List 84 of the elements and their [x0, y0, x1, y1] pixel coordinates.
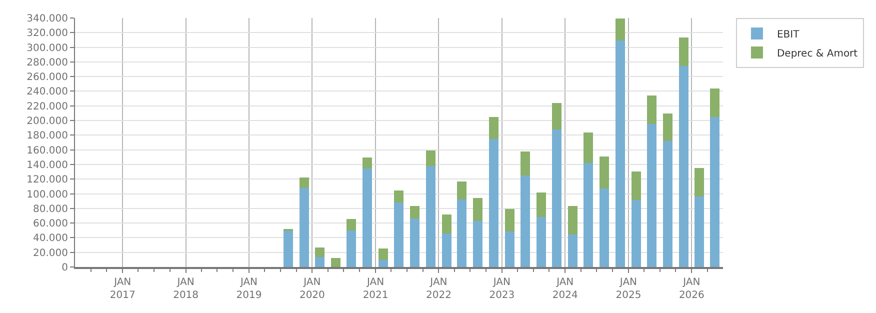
bar — [710, 88, 720, 118]
y-tick-label: 100.000 — [26, 189, 68, 200]
x-tick-label: JAN 2019 — [236, 276, 262, 301]
y-tick-label: 340.000 — [26, 14, 68, 24]
y-tick-label: 120.000 — [26, 174, 68, 186]
bar — [299, 177, 309, 188]
bar — [410, 206, 420, 218]
bar — [473, 220, 483, 267]
bar — [600, 156, 610, 189]
bar — [473, 198, 483, 221]
x-tick-label: JAN 2018 — [173, 276, 199, 301]
bar — [536, 217, 546, 267]
bar — [442, 233, 452, 267]
bar — [346, 219, 356, 230]
bar — [568, 206, 578, 234]
bar — [694, 196, 704, 267]
y-tick-label: 0 — [62, 262, 68, 274]
bar — [315, 257, 325, 267]
bar — [330, 258, 340, 267]
x-tick-label: JAN 2025 — [616, 276, 642, 301]
bar — [394, 190, 404, 203]
y-tick-label: 180.000 — [26, 130, 68, 142]
y-tick-label: 280.000 — [26, 57, 68, 68]
bar — [678, 66, 688, 267]
bar — [489, 117, 499, 140]
y-tick-label: 320.000 — [26, 28, 68, 40]
bar — [552, 130, 562, 267]
x-tick-label: JAN 2020 — [299, 276, 325, 301]
bar — [600, 188, 610, 267]
legend-label: Deprec & Amort — [776, 48, 858, 60]
bar — [616, 18, 626, 40]
bar — [362, 158, 372, 168]
bar — [426, 150, 436, 166]
y-tick-label: 40.000 — [33, 233, 68, 244]
x-tick-label: JAN 2024 — [552, 276, 578, 301]
bar — [646, 124, 656, 267]
y-tick-label: 220.000 — [26, 101, 68, 112]
bar — [410, 218, 420, 267]
bar — [457, 199, 467, 267]
x-tick-label: JAN 2021 — [362, 276, 388, 301]
bar — [378, 248, 388, 260]
bar — [584, 163, 594, 267]
bar — [568, 234, 578, 267]
y-tick-label: 300.000 — [26, 42, 68, 54]
x-tick-label: JAN 2026 — [678, 276, 704, 301]
bar — [632, 171, 642, 200]
bar — [710, 117, 720, 267]
bar — [346, 230, 356, 267]
y-tick-label: 60.000 — [33, 218, 68, 230]
y-tick-label: 160.000 — [26, 145, 68, 156]
x-tick-label: JAN 2023 — [489, 276, 515, 301]
bar — [678, 37, 688, 66]
bar — [662, 114, 672, 142]
bar — [394, 202, 404, 267]
bar — [299, 188, 309, 267]
bar — [283, 230, 293, 267]
bar — [520, 175, 530, 267]
bar — [520, 152, 530, 176]
bar — [426, 166, 436, 267]
bar — [694, 168, 704, 196]
bar — [584, 132, 594, 164]
y-tick-label: 80.000 — [33, 204, 68, 215]
bar — [536, 192, 546, 218]
y-tick-label: 20.000 — [33, 248, 68, 259]
bar — [662, 141, 672, 267]
bar — [552, 102, 562, 130]
y-tick-label: 140.000 — [26, 160, 68, 171]
bar — [442, 214, 452, 234]
bar — [457, 181, 467, 200]
bar — [504, 231, 514, 267]
legend-label: EBIT — [776, 29, 800, 40]
x-tick-label: JAN 2017 — [110, 276, 136, 301]
bar — [504, 208, 514, 232]
bar — [646, 95, 656, 124]
y-tick-label: 260.000 — [26, 72, 68, 84]
x-tick-label: JAN 2022 — [426, 276, 452, 301]
bar — [362, 168, 372, 267]
y-tick-label: 240.000 — [26, 86, 68, 98]
bar — [378, 260, 388, 267]
bar — [632, 200, 642, 267]
y-tick-label: 200.000 — [26, 116, 68, 128]
bar — [315, 248, 325, 258]
bar — [616, 40, 626, 267]
bar — [489, 139, 499, 267]
